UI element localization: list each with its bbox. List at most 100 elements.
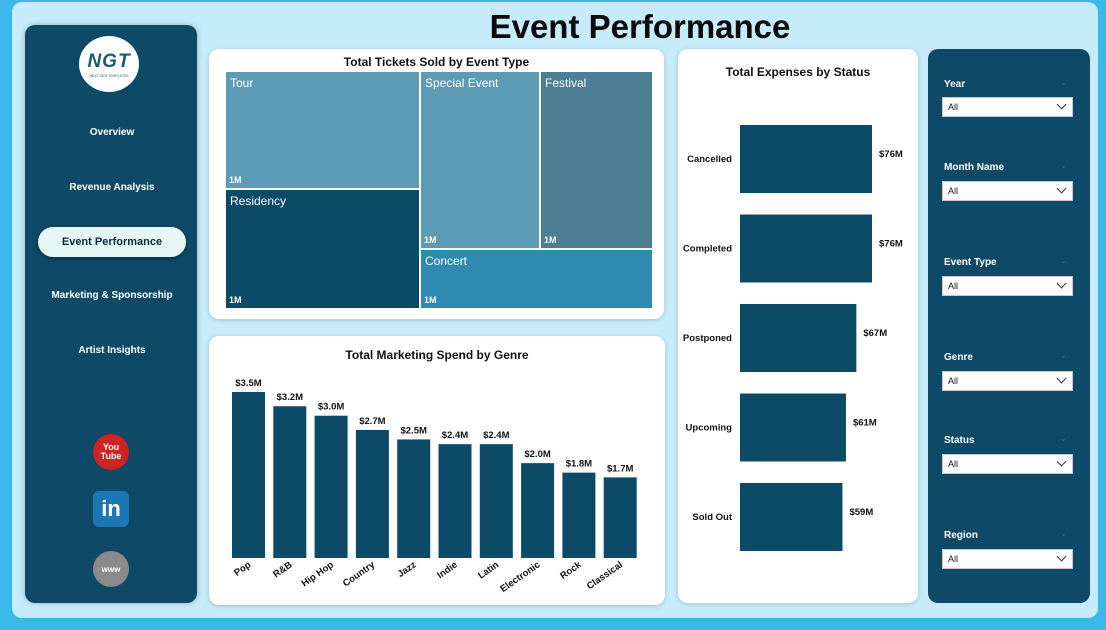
tile-label: Festival bbox=[545, 76, 587, 90]
slicer-label-month-name: Month Name bbox=[944, 162, 1004, 173]
slicer-value: All bbox=[948, 186, 959, 196]
tile-label: Tour bbox=[230, 76, 254, 90]
y-tick-label: Postponed bbox=[683, 333, 732, 344]
x-tick-label: Hip Hop bbox=[300, 559, 336, 589]
globe-icon[interactable]: www bbox=[93, 551, 129, 587]
expenses-chart-panel: Total Expenses by Status Cancelled $76M Co… bbox=[678, 49, 918, 603]
tickets-treemap: Tour 1M Residency 1M Special Event 1M Fe… bbox=[225, 71, 653, 309]
data-label: $2.5M bbox=[400, 425, 426, 436]
slicer-month-name-dropdown[interactable]: All bbox=[942, 181, 1073, 201]
x-tick-label: Pop bbox=[232, 559, 253, 578]
tile-value: 1M bbox=[544, 235, 557, 245]
chevron-down-icon bbox=[1056, 278, 1067, 289]
bar-classical[interactable] bbox=[603, 477, 637, 558]
bar-cancelled[interactable] bbox=[740, 125, 872, 193]
bar-pop[interactable] bbox=[232, 392, 265, 558]
slicer-label-year: Year bbox=[944, 79, 966, 90]
slicer-status-dropdown[interactable]: All bbox=[942, 454, 1073, 474]
data-label: $76M bbox=[879, 149, 903, 160]
bar-country[interactable] bbox=[355, 429, 389, 558]
slicer-label-region: Region bbox=[944, 530, 978, 541]
data-label: $2.4M bbox=[483, 430, 509, 441]
data-label: $61M bbox=[853, 418, 877, 429]
marketing-chart-panel: Total Marketing Spend by Genre $3.5M Pop $… bbox=[209, 336, 665, 605]
tickets-chart-title: Total Tickets Sold by Event Type bbox=[343, 55, 530, 69]
bar-hip-hop[interactable] bbox=[314, 415, 348, 558]
linkedin-icon[interactable]: in bbox=[93, 491, 129, 527]
data-label: $1.7M bbox=[607, 463, 633, 474]
logo-text: NGT bbox=[87, 50, 131, 72]
slicer-collapse-icon[interactable]: ⌄ bbox=[1060, 529, 1067, 538]
tile-label: Concert bbox=[425, 254, 468, 268]
data-label: $2.0M bbox=[524, 449, 550, 460]
slicer-event-type-dropdown[interactable]: All bbox=[942, 276, 1073, 296]
data-label: $3.2M bbox=[277, 392, 303, 403]
slicer-value: All bbox=[948, 554, 959, 564]
y-tick-label: Sold Out bbox=[692, 512, 732, 523]
bar-rock[interactable] bbox=[562, 472, 596, 558]
x-tick-label: Jazz bbox=[396, 559, 419, 580]
data-label: $3.5M bbox=[235, 378, 261, 389]
slicer-value: All bbox=[948, 102, 959, 112]
slicer-label-event-type: Event Type bbox=[944, 257, 997, 268]
treemap-tile-festival[interactable]: Festival 1M bbox=[540, 71, 653, 249]
slicer-collapse-icon[interactable]: ⌄ bbox=[1060, 256, 1067, 265]
data-label: $2.7M bbox=[359, 416, 385, 427]
marketing-chart-title: Total Marketing Spend by Genre bbox=[345, 348, 529, 362]
tickets-treemap-panel: Total Tickets Sold by Event Type Tour 1M… bbox=[209, 49, 664, 319]
bar-r-b[interactable] bbox=[273, 406, 307, 558]
bar-completed[interactable] bbox=[740, 214, 872, 283]
slicer-year-dropdown[interactable]: All bbox=[942, 97, 1073, 117]
slicer-label-genre: Genre bbox=[944, 352, 973, 363]
tile-value: 1M bbox=[424, 295, 437, 305]
x-tick-label: Classical bbox=[585, 559, 625, 592]
nav-item-marketing-sponsorship[interactable]: Marketing & Sponsorship bbox=[51, 290, 173, 301]
youtube-icon[interactable]: You Tube bbox=[93, 434, 129, 470]
slicer-value: All bbox=[948, 281, 959, 291]
chevron-down-icon bbox=[1056, 183, 1067, 194]
bar-jazz[interactable] bbox=[397, 439, 431, 558]
expenses-chart-title: Total Expenses by Status bbox=[725, 65, 871, 79]
bar-sold-out[interactable] bbox=[740, 483, 843, 551]
chevron-down-icon bbox=[1056, 456, 1067, 467]
y-tick-label: Upcoming bbox=[686, 423, 733, 434]
nav-item-revenue-analysis[interactable]: Revenue Analysis bbox=[69, 182, 155, 193]
marketing-bar-chart: $3.5M Pop $3.2M R&B $3.0M Hip Hop $2.7M Country… bbox=[232, 378, 637, 595]
x-tick-label: Latin bbox=[476, 559, 501, 581]
treemap-tile-tour[interactable]: Tour 1M bbox=[225, 71, 420, 189]
y-tick-label: Cancelled bbox=[687, 154, 732, 165]
bar-latin[interactable] bbox=[479, 444, 513, 558]
slicer-value: All bbox=[948, 459, 959, 469]
tile-value: 1M bbox=[229, 295, 242, 305]
nav-item-overview[interactable]: Overview bbox=[89, 127, 135, 138]
filter-panel bbox=[928, 49, 1090, 603]
slicer-genre-dropdown[interactable]: All bbox=[942, 371, 1073, 391]
slicer-label-status: Status bbox=[944, 435, 975, 446]
bar-postponed[interactable] bbox=[740, 304, 857, 372]
treemap-tile-special-event[interactable]: Special Event 1M bbox=[420, 71, 540, 249]
data-label: $3.0M bbox=[318, 402, 344, 413]
treemap-tile-concert[interactable]: Concert 1M bbox=[420, 249, 653, 309]
page-title: Event Performance bbox=[489, 8, 791, 45]
expenses-bar-chart: Cancelled $76M Completed $76M Postponed $67M U… bbox=[683, 125, 903, 551]
treemap-tile-residency[interactable]: Residency 1M bbox=[225, 189, 420, 309]
data-label: $76M bbox=[879, 239, 903, 250]
bar-electronic[interactable] bbox=[521, 463, 555, 558]
slicer-collapse-icon[interactable]: ⌄ bbox=[1060, 434, 1067, 443]
x-tick-label: Country bbox=[341, 559, 378, 589]
chevron-down-icon bbox=[1056, 373, 1067, 384]
slicer-collapse-icon[interactable]: ⌄ bbox=[1060, 78, 1067, 87]
company-logo: NGT NEXT GEN TEMPLATES bbox=[79, 36, 139, 92]
tile-label: Special Event bbox=[425, 76, 499, 90]
nav-item-event-performance[interactable]: Event Performance bbox=[38, 227, 186, 257]
nav-item-artist-insights[interactable]: Artist Insights bbox=[78, 345, 146, 356]
tile-value: 1M bbox=[229, 175, 242, 185]
bar-indie[interactable] bbox=[438, 444, 472, 558]
slicer-collapse-icon[interactable]: ⌄ bbox=[1060, 351, 1067, 360]
y-tick-label: Completed bbox=[683, 244, 732, 255]
bar-upcoming[interactable] bbox=[740, 393, 846, 462]
slicer-collapse-icon[interactable]: ⌄ bbox=[1060, 161, 1067, 170]
logo-subtext: NEXT GEN TEMPLATES bbox=[89, 73, 129, 78]
slicer-region-dropdown[interactable]: All bbox=[942, 549, 1073, 569]
x-tick-label: Rock bbox=[558, 559, 584, 582]
